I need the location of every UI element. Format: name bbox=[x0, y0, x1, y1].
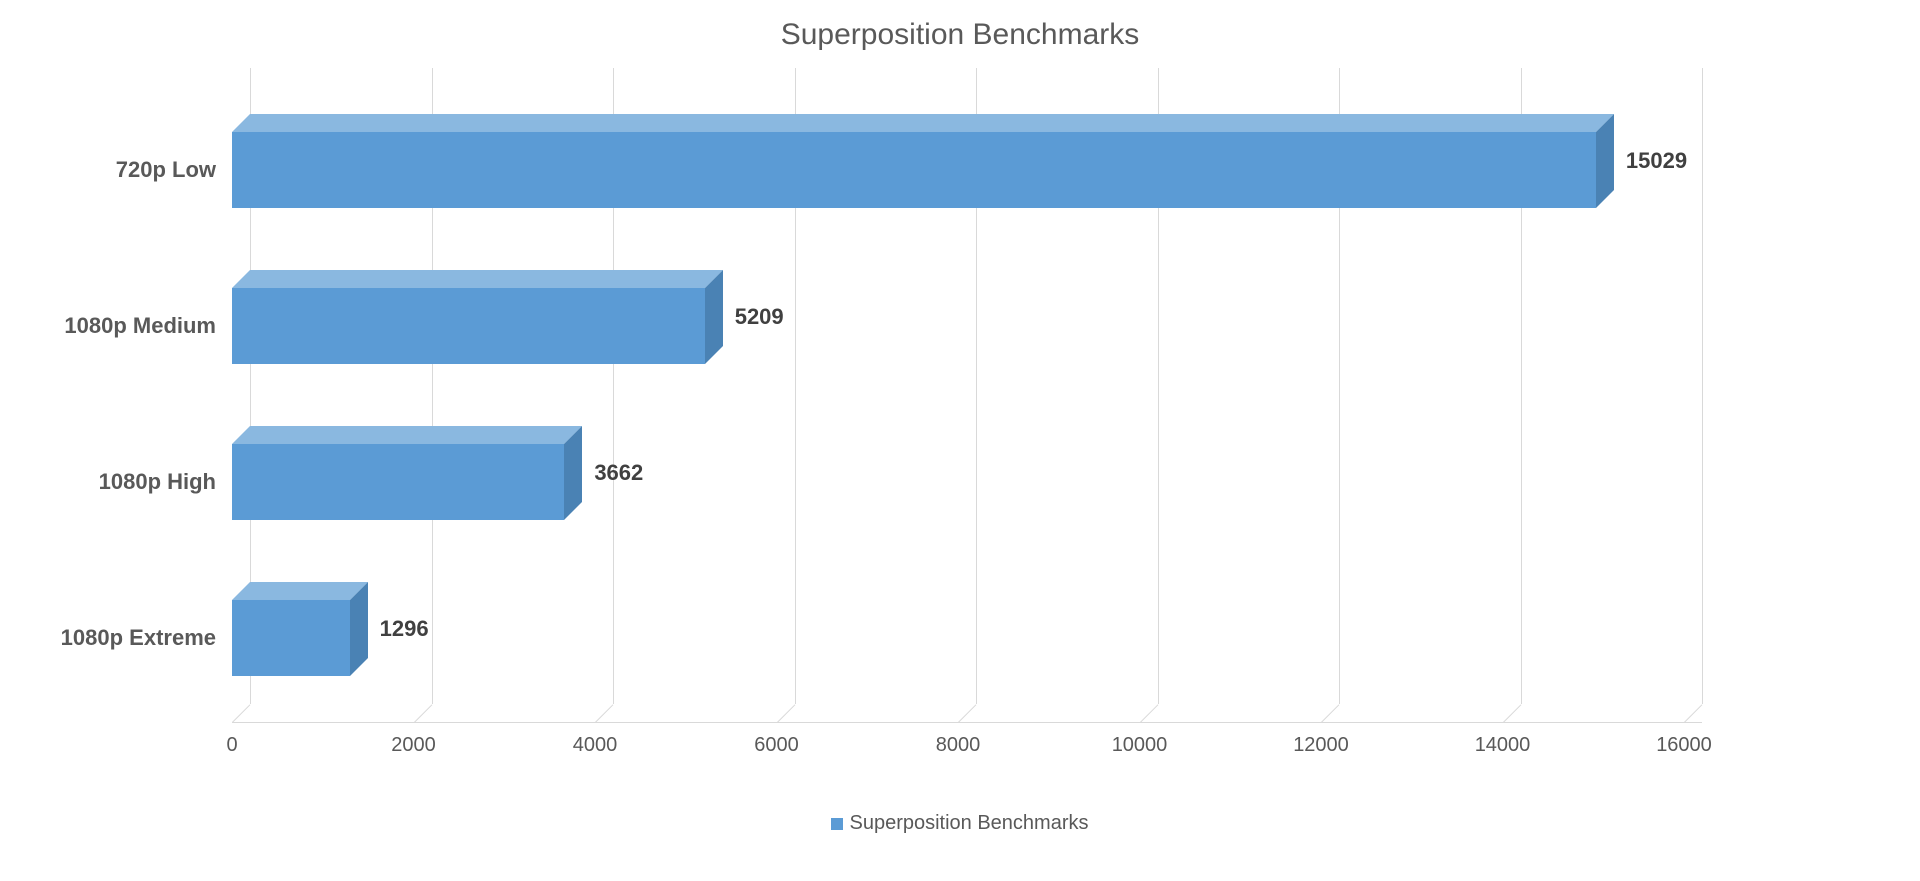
bar-top-face bbox=[232, 582, 368, 600]
gridline-floor bbox=[232, 704, 251, 723]
bar-side-face bbox=[705, 270, 723, 364]
x-tick-label: 14000 bbox=[1463, 734, 1543, 757]
bar-front-face bbox=[232, 444, 564, 520]
bar bbox=[232, 600, 368, 676]
bar-side-face bbox=[350, 582, 368, 676]
benchmark-chart: Superposition Benchmarks Superposition B… bbox=[0, 0, 1920, 881]
category-label: 1080p Extreme bbox=[61, 625, 216, 651]
gridline-floor bbox=[414, 704, 433, 723]
gridline-floor bbox=[1321, 704, 1340, 723]
bar bbox=[232, 132, 1614, 208]
gridline-floor bbox=[1140, 704, 1159, 723]
chart-title: Superposition Benchmarks bbox=[0, 18, 1920, 52]
chart-legend: Superposition Benchmarks bbox=[0, 812, 1920, 836]
legend-swatch bbox=[831, 818, 843, 830]
bar bbox=[232, 444, 582, 520]
bar-front-face bbox=[232, 132, 1596, 208]
legend-label: Superposition Benchmarks bbox=[849, 812, 1088, 835]
x-tick-label: 0 bbox=[192, 734, 272, 757]
bar-value-label: 1296 bbox=[380, 616, 429, 642]
legend-item: Superposition Benchmarks bbox=[831, 812, 1088, 835]
gridline-floor bbox=[777, 704, 796, 723]
gridline-floor bbox=[1503, 704, 1522, 723]
bar-value-label: 5209 bbox=[735, 304, 784, 330]
bar-top-face bbox=[232, 426, 582, 444]
plot-area bbox=[232, 86, 1702, 723]
x-tick-label: 8000 bbox=[918, 734, 998, 757]
x-tick-label: 12000 bbox=[1281, 734, 1361, 757]
x-tick-label: 2000 bbox=[374, 734, 454, 757]
bar bbox=[232, 288, 723, 364]
bar-top-face bbox=[232, 114, 1614, 132]
bar-front-face bbox=[232, 288, 705, 364]
category-label: 1080p Medium bbox=[64, 313, 216, 339]
bar-top-face bbox=[232, 270, 723, 288]
bar-side-face bbox=[1596, 114, 1614, 208]
gridline-floor bbox=[1684, 704, 1703, 723]
category-label: 1080p High bbox=[99, 469, 216, 495]
gridline bbox=[1702, 68, 1703, 704]
gridline-floor bbox=[595, 704, 614, 723]
bar-side-face bbox=[564, 426, 582, 520]
x-tick-label: 10000 bbox=[1100, 734, 1180, 757]
gridline-floor bbox=[958, 704, 977, 723]
bar-value-label: 3662 bbox=[594, 460, 643, 486]
x-tick-label: 16000 bbox=[1644, 734, 1724, 757]
x-tick-label: 4000 bbox=[555, 734, 635, 757]
bar-front-face bbox=[232, 600, 350, 676]
bar-value-label: 15029 bbox=[1626, 148, 1687, 174]
category-label: 720p Low bbox=[116, 157, 216, 183]
x-tick-label: 6000 bbox=[737, 734, 817, 757]
